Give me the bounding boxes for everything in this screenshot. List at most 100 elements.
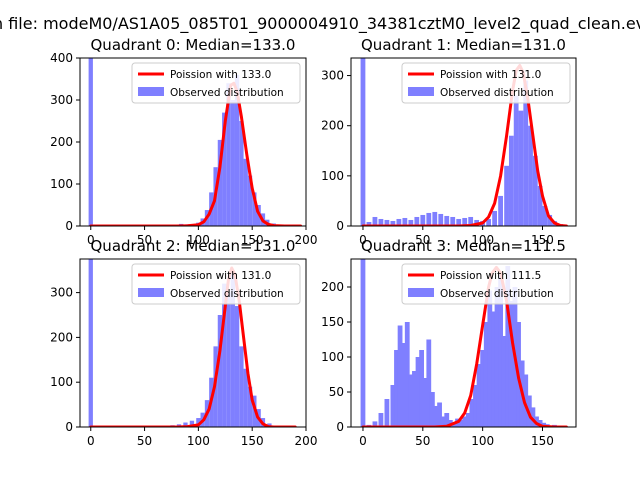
histogram-bar [426,339,432,427]
y-tick-label: 400 [50,51,73,65]
histogram-bar [444,413,450,427]
legend-label-poisson: Poission with 111.5 [440,270,541,282]
axes-frame [350,57,577,227]
histogram-bar [239,346,244,427]
histogram-bar [437,402,442,427]
quadrant-3-panel: 0 50 100 150 0 50 100 150 200 Quadrant 3: Median=… [321,237,577,448]
y-tick-label: 100 [50,375,73,389]
histogram-bar [196,418,201,427]
histogram-bar [396,218,402,226]
histogram-bar [498,195,503,226]
histogram-bar [378,413,384,427]
x-tick-label: 0 [359,233,367,247]
panel-title: Quadrant 3: Median=111.5 [361,237,566,255]
histogram-bar [401,343,407,427]
x-tick-label: 0 [359,434,367,448]
histogram-bar [532,155,538,226]
y-tick-label: 200 [50,330,73,344]
histogram-bar [537,420,543,427]
histogram-bar [408,219,414,226]
y-tick-label: 0 [336,219,344,233]
legend-bar-swatch [408,288,434,297]
histogram-bar [222,283,227,427]
histogram-bar [462,217,468,226]
x-tick-label: 150 [241,233,264,247]
histogram-bar [247,386,253,427]
histogram-bar [189,420,195,427]
histogram-bar [476,364,482,427]
histogram-bar [419,350,425,427]
legend-box [131,62,301,104]
histogram-bar [480,350,486,427]
histogram-bar [465,413,471,427]
histogram-bar [408,374,414,427]
histogram-bar [542,205,548,226]
x-tick-label: 0 [87,434,95,448]
histogram-bar [508,135,514,226]
histogram-bar [234,74,240,226]
histogram-bar [360,58,366,226]
histogram-bar [429,392,435,427]
x-tick-label: 200 [295,233,318,247]
histogram-bar [513,95,519,226]
histogram-bar [217,139,223,226]
histogram-bar [412,371,417,427]
quadrant-1-panel: 0 50 100 150 0 100 200 300 Quadrant 1: Median=13… [321,36,577,247]
legend-label-poisson: Poission with 131.0 [440,69,541,81]
y-tick-label: 0 [65,219,73,233]
histogram-bar [444,215,450,226]
histogram-bar [404,322,410,427]
histogram-bar [366,221,372,226]
histogram-bar [88,259,93,427]
histogram-bar [390,385,396,427]
histogram-bar [414,216,420,226]
legend-label-observed: Observed distribution [440,87,554,99]
legend-box [401,263,571,305]
legend-bar-swatch [408,87,434,96]
legend-bar-swatch [138,288,164,297]
legend: Poission with 131.0 Observed distribution [401,62,571,104]
histogram-bar [518,110,524,226]
x-tick-label: 100 [471,434,494,448]
histogram-bar [226,83,231,226]
y-tick-label: 150 [321,315,344,329]
y-tick-label: 200 [321,119,344,133]
histogram-bar [88,58,93,226]
y-tick-label: 100 [321,169,344,183]
plot-area [360,58,568,226]
legend-box [131,263,301,305]
legend: Poission with 111.5 Observed distribution [401,263,571,305]
histogram-bar [492,210,498,226]
histogram-bar [494,287,500,427]
legend: Poission with 131.0 Observed distribution [131,263,301,305]
histogram-bar [547,214,553,226]
histogram-bar [390,220,396,226]
histogram-bar [462,416,468,427]
histogram-bar [504,165,509,226]
histogram-bar [360,259,366,427]
histogram-bar [372,216,378,226]
histogram-bar [433,406,439,427]
histogram-bar [378,218,384,226]
histogram-bar [440,416,446,427]
legend-bar-swatch [138,87,164,96]
y-tick-label: 50 [329,385,344,399]
y-tick-label: 200 [321,280,344,294]
axes-frame [350,258,577,428]
histogram-bar [217,315,223,427]
histogram-bar [523,374,529,427]
x-tick-label: 50 [415,434,430,448]
y-tick-label: 0 [336,420,344,434]
y-tick-label: 200 [50,135,73,149]
histogram-bar [491,311,496,427]
y-tick-label: 0 [65,420,73,434]
x-tick-label: 0 [87,233,95,247]
legend-label-poisson: Poission with 131.0 [170,270,271,282]
histogram-bar [243,158,248,226]
legend-label-poisson: Poission with 133.0 [170,69,271,81]
histogram-bar [458,420,464,427]
x-tick-label: 150 [531,434,554,448]
quadrant-0-panel: 0 50 100 150 200 0 100 200 300 400 Quadrant 0: Med… [50,36,317,247]
